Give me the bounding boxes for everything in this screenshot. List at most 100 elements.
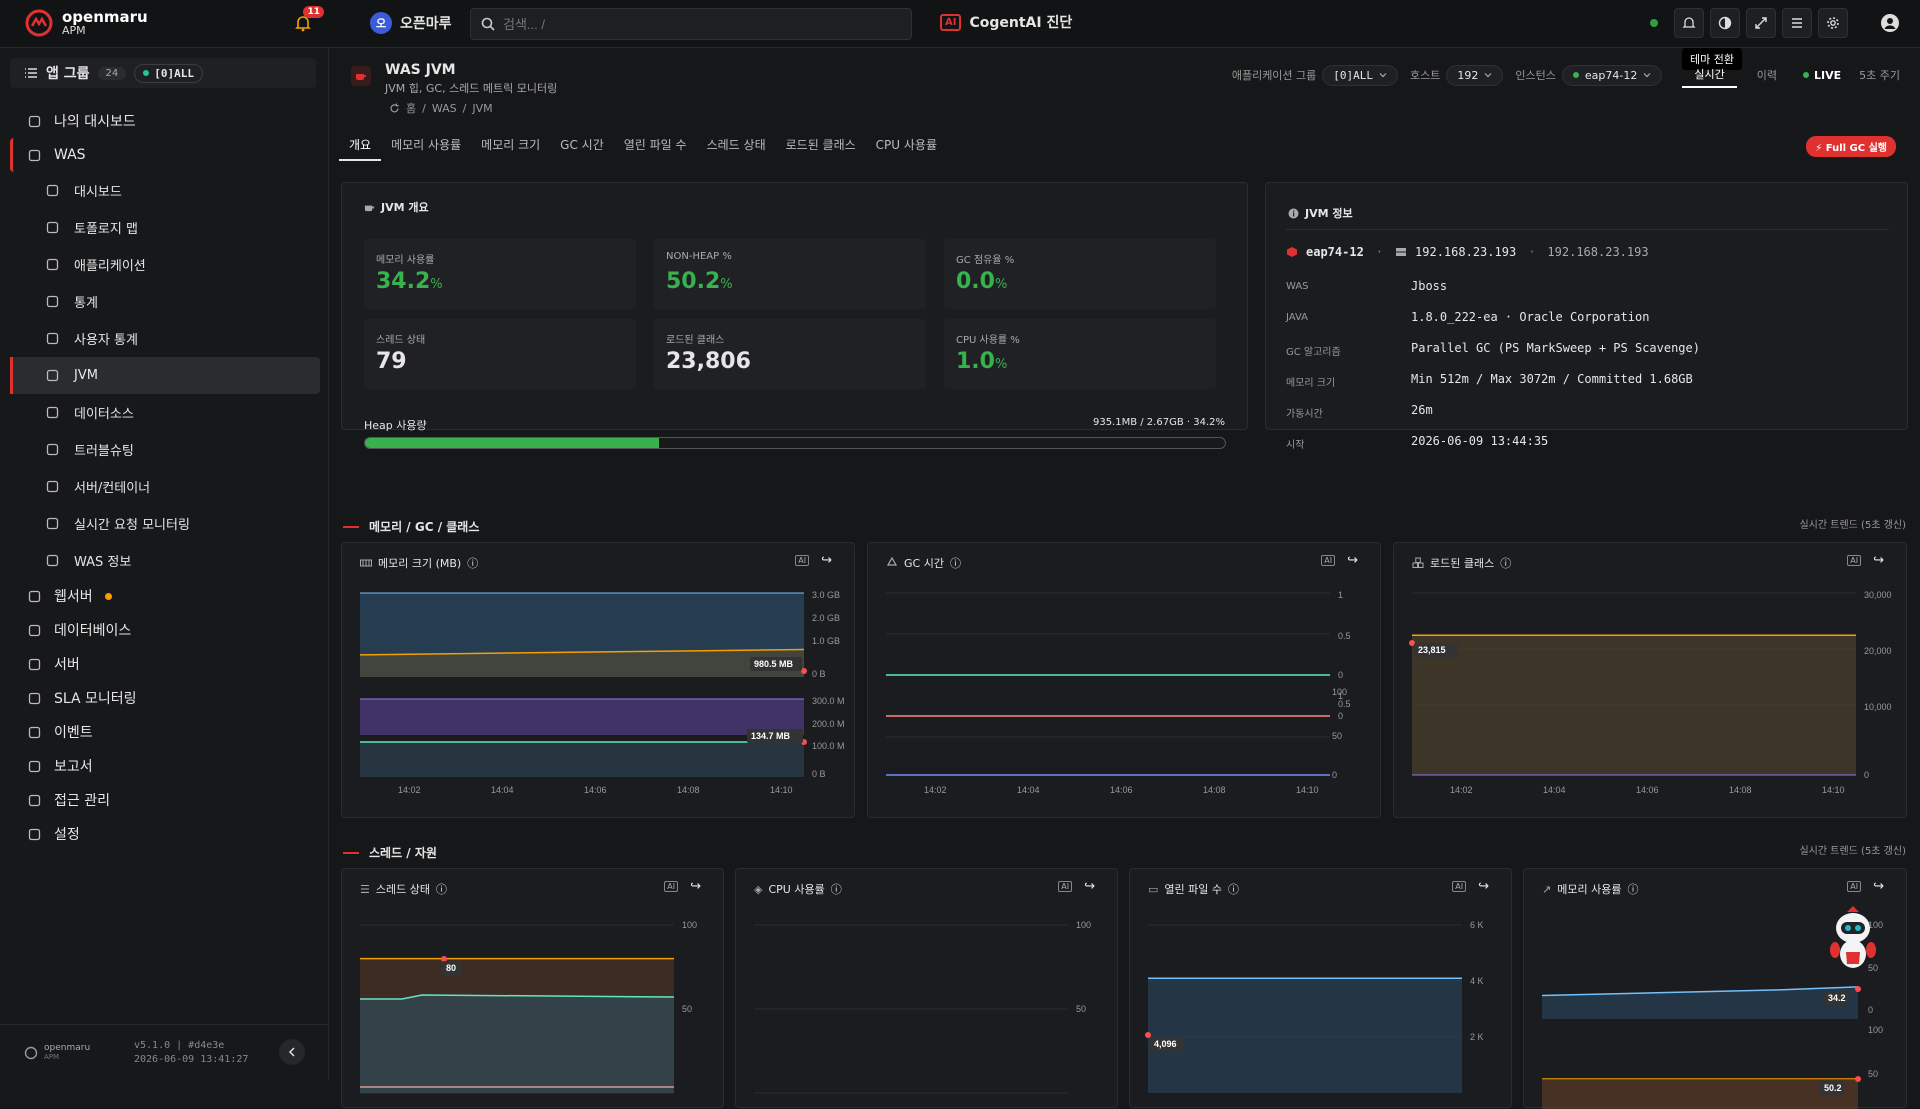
sidebar-item-14[interactable]: 웹서버 — [10, 579, 320, 613]
sidebar-item-17[interactable]: SLA 모니터링 — [10, 681, 320, 715]
share-icon[interactable]: ↪ — [1347, 553, 1358, 568]
user-avatar[interactable] — [1880, 13, 1900, 33]
help-icon[interactable]: ⓘ — [435, 883, 447, 896]
sidebar-item-label: 보고서 — [54, 759, 93, 775]
full-gc-button[interactable]: ⚡ Full GC 실행 — [1806, 136, 1896, 157]
theme-toggle-button[interactable] — [1710, 8, 1740, 38]
x-tick-label: 14:10 — [1822, 785, 1845, 795]
sidebar-item-10[interactable]: 트러블슈팅 — [10, 431, 320, 468]
history-tab[interactable]: 이력 — [1756, 69, 1777, 82]
notification-button[interactable]: 11 — [288, 6, 324, 38]
sidebar-item-9[interactable]: 데이터소스 — [10, 394, 320, 431]
sidebar-item-19[interactable]: 보고서 — [10, 749, 320, 783]
help-icon[interactable]: ⓘ — [1627, 883, 1639, 896]
sidebar-item-7[interactable]: 사용자 통계 — [10, 320, 320, 357]
instance-name: eap74-12 — [1306, 245, 1364, 259]
alerts-button[interactable] — [1674, 8, 1704, 38]
fullscreen-button[interactable] — [1746, 8, 1776, 38]
search-input[interactable] — [503, 16, 883, 32]
help-icon[interactable]: ⓘ — [1228, 883, 1239, 896]
refresh-icon[interactable] — [389, 103, 400, 114]
sidebar-item-20[interactable]: 접근 관리 — [10, 783, 320, 817]
tab-3[interactable]: 메모리 크기 — [481, 138, 541, 152]
sidebar-item-21[interactable]: 설정 — [10, 817, 320, 851]
share-icon[interactable]: ↪ — [1478, 879, 1489, 894]
app-group-label: 앱 그룹 — [46, 66, 90, 82]
app-group-all-chip[interactable]: [0]ALL — [134, 63, 203, 83]
ai-analyze-icon[interactable]: AI — [1847, 881, 1862, 892]
tab-4[interactable]: GC 시간 — [560, 138, 604, 152]
sidebar-item-2[interactable]: WAS — [10, 138, 320, 172]
chevron-left-icon — [288, 1047, 295, 1057]
sidebar-item-8[interactable]: JVM — [10, 357, 320, 394]
topology-icon — [44, 220, 60, 236]
sidebar-item-label: 서버/컨테이너 — [74, 481, 151, 496]
sidebar-item-5[interactable]: 애플리케이션 — [10, 246, 320, 283]
refresh-interval[interactable]: 5초 주기 — [1859, 69, 1900, 82]
kpi-unit: % — [994, 357, 1008, 372]
sidebar-item-label: WAS — [54, 147, 86, 163]
tab-6[interactable]: 스레드 상태 — [706, 138, 766, 152]
ai-assistant-mascot[interactable] — [1825, 906, 1881, 978]
sidebar-item-4[interactable]: 토폴로지 맵 — [10, 209, 320, 246]
y-tick-label: 0 B — [812, 669, 826, 679]
tab-8[interactable]: CPU 사용률 — [875, 138, 938, 152]
sidebar-item-15[interactable]: 데이터베이스 — [10, 613, 320, 647]
share-icon[interactable]: ↪ — [821, 553, 832, 568]
help-icon[interactable]: ⓘ — [467, 557, 479, 570]
share-icon[interactable]: ↪ — [1873, 879, 1884, 894]
share-icon[interactable]: ↪ — [1084, 879, 1095, 894]
end-point — [1855, 1076, 1861, 1082]
hamburger-icon — [1792, 18, 1802, 28]
org-selector[interactable]: 오 오픈마루 — [370, 12, 452, 34]
help-icon[interactable]: ⓘ — [949, 557, 961, 570]
ai-analyze-icon[interactable]: AI — [1452, 881, 1467, 892]
app-group-select[interactable]: [0]ALL — [1322, 64, 1399, 86]
instance-select[interactable]: eap74-12 — [1561, 64, 1663, 86]
search-box[interactable] — [470, 8, 912, 40]
sidebar-item-16[interactable]: 서버 — [10, 647, 320, 681]
tab-5[interactable]: 열린 파일 수 — [623, 138, 687, 152]
app-group-selector[interactable]: 앱 그룹 24 [0]ALL — [10, 58, 316, 88]
kpi-unit: % — [720, 277, 733, 292]
footer-brand-sub: APM — [44, 1052, 60, 1061]
share-icon[interactable]: ↪ — [690, 879, 701, 894]
crumb-home[interactable]: 홈 — [406, 102, 417, 115]
end-point — [1145, 1032, 1151, 1038]
collapse-sidebar-button[interactable] — [279, 1039, 305, 1065]
sidebar-nav: 나의 대시보드 WAS 대시보드 토폴로지 맵 애플리케이션 통계 사용자 통계 JVM 데이터… — [10, 104, 320, 851]
ai-analyze-icon[interactable]: AI — [795, 555, 810, 566]
y-tick-label: 50 — [1076, 1004, 1086, 1014]
sidebar-item-label: 애플리케이션 — [74, 259, 146, 274]
ai-analyze-icon[interactable]: AI — [1321, 555, 1336, 566]
crumb-was[interactable]: WAS — [431, 101, 457, 115]
heap-progress-fill — [365, 438, 660, 448]
help-icon[interactable]: ⓘ — [1500, 557, 1512, 570]
tab-7[interactable]: 로드된 클래스 — [785, 138, 856, 152]
bell-icon — [295, 16, 311, 32]
robot-icon — [1830, 906, 1876, 968]
tab-1[interactable]: 개요 — [339, 130, 382, 161]
ai-analyze-icon[interactable]: AI — [664, 881, 679, 892]
menu-button[interactable] — [1782, 8, 1812, 38]
sidebar-item-18[interactable]: 이벤트 — [10, 715, 320, 749]
tab-2[interactable]: 메모리 사용률 — [391, 138, 462, 152]
cogent-ai-button[interactable]: AI CogentAI 진단 — [940, 12, 1072, 32]
chevron-down-icon — [1484, 73, 1492, 78]
help-icon[interactable]: ⓘ — [830, 883, 842, 896]
sidebar-item-6[interactable]: 통계 — [10, 283, 320, 320]
sidebar-item-11[interactable]: 서버/컨테이너 — [10, 468, 320, 505]
brand-logo[interactable]: openmaru APM — [24, 8, 148, 38]
sidebar-item-12[interactable]: 실시간 요청 모니터링 — [10, 505, 320, 542]
host-select[interactable]: 192 — [1446, 64, 1504, 86]
settings-button[interactable] — [1818, 8, 1848, 38]
sidebar-item-3[interactable]: 대시보드 — [10, 172, 320, 209]
bell-outline-icon — [1682, 17, 1696, 28]
sidebar-item-13[interactable]: WAS 정보 — [10, 542, 320, 579]
info-label: 시작 — [1286, 440, 1305, 451]
sidebar-item-1[interactable]: 나의 대시보드 — [10, 104, 320, 138]
ai-analyze-icon[interactable]: AI — [1058, 881, 1073, 892]
realtime-tab[interactable]: 실시간 — [1682, 62, 1737, 88]
share-icon[interactable]: ↪ — [1873, 553, 1884, 568]
ai-analyze-icon[interactable]: AI — [1847, 555, 1862, 566]
